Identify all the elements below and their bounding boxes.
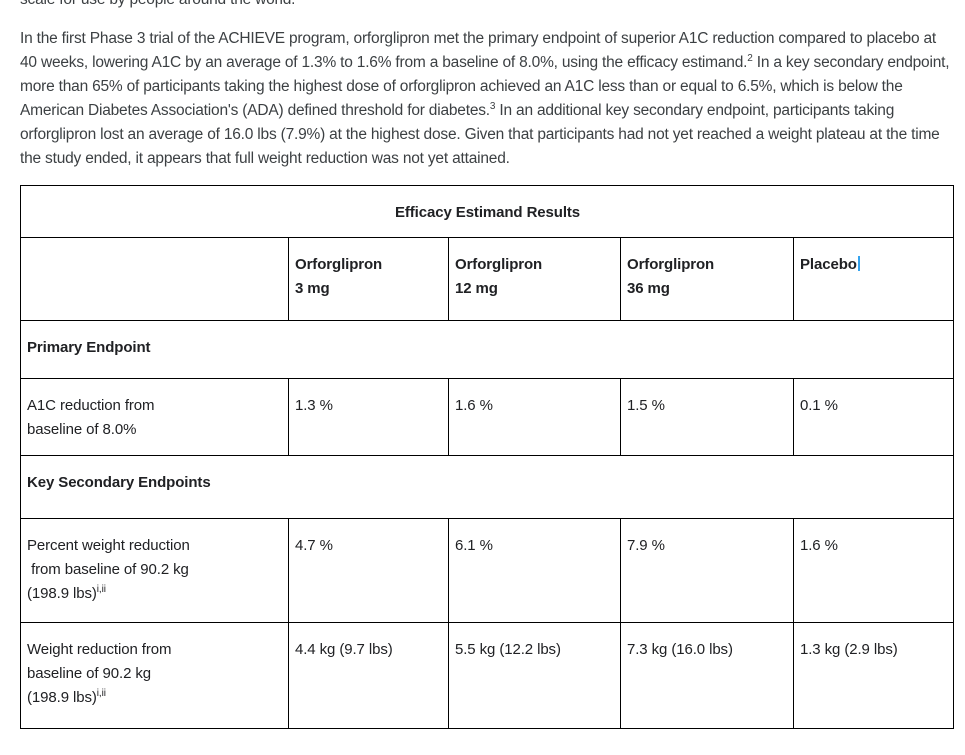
table-title-row: Efficacy Estimand Results [19,185,955,238]
cell-value: 1.5 % [627,397,665,414]
footnote-ref-2: 2 [747,52,753,64]
column-header-label: Orforglipron 36 mg [627,256,715,297]
section-heading-label: Key Secondary Endpoints [27,474,211,491]
table-title: Efficacy Estimand Results [394,204,581,221]
intro-paragraph[interactable]: In the first Phase 3 trial of the ACHIEV… [20,27,953,171]
clipped-paragraph-text: scale for use by people around the world… [20,0,295,9]
section-heading-primary-endpoint[interactable]: Primary Endpoint [19,320,955,379]
footnote-ref-3: 3 [489,100,496,112]
cell-value: 7.3 kg (16.0 lbs) [627,641,733,658]
cell-value: 1.3 % [295,397,333,414]
a1c-value-3mg[interactable]: 1.3 % [288,378,449,456]
a1c-reduction-row: A1C reduction from baseline of 8.0% 1.3 … [20,378,955,456]
percent-weight-value-placebo[interactable]: 1.6 % [792,518,955,623]
a1c-value-36mg[interactable]: 1.5 % [620,378,794,456]
cell-value: 0.1 % [800,397,838,414]
a1c-value-12mg[interactable]: 1.6 % [448,378,621,456]
footnote-ref-i-ii: i,ii [96,584,106,595]
row-label-text: Percent weight reduction from baseline o… [27,537,190,602]
paragraph-text-2: In a key secondary endpoint, more than 6… [20,54,950,119]
weight-reduction-row: Weight reduction from baseline of 90.2 k… [20,622,955,729]
percent-weight-value-3mg[interactable]: 4.7 % [288,518,449,623]
text-cursor [857,256,860,271]
percent-weight-value-12mg[interactable]: 6.1 % [448,518,621,623]
cell-value: 4.7 % [295,537,333,554]
row-label-a1c-reduction[interactable]: A1C reduction from baseline of 8.0% [20,378,289,456]
column-header-placebo[interactable]: Placebo [792,237,955,321]
row-label-text: Weight reduction from baseline of 90.2 k… [27,641,172,706]
section-heading-key-secondary-endpoints[interactable]: Key Secondary Endpoints [19,455,955,519]
primary-endpoint-section-row: Primary Endpoint [19,320,955,379]
efficacy-results-table: Efficacy Estimand Results Orforglipron 3… [19,185,955,729]
cell-value: 1.6 % [800,537,838,554]
percent-weight-reduction-row: Percent weight reduction from baseline o… [20,518,955,623]
cell-value: 5.5 kg (12.2 lbs) [455,641,561,658]
cell-value: 1.3 kg (2.9 lbs) [800,641,898,658]
table-header-row: Orforglipron 3 mg Orforglipron 12 mg Orf… [20,237,955,321]
column-header-orforglipron-12mg[interactable]: Orforglipron 12 mg [448,237,621,321]
paragraph-text-1: In the first Phase 3 trial of the ACHIEV… [20,30,937,71]
weight-value-36mg[interactable]: 7.3 kg (16.0 lbs) [620,622,794,729]
column-header-orforglipron-36mg[interactable]: Orforglipron 36 mg [620,237,794,321]
weight-value-12mg[interactable]: 5.5 kg (12.2 lbs) [448,622,621,729]
column-header-orforglipron-3mg[interactable]: Orforglipron 3 mg [288,237,449,321]
header-empty-cell[interactable] [20,237,289,321]
a1c-value-placebo[interactable]: 0.1 % [792,378,955,456]
section-heading-label: Primary Endpoint [27,339,151,356]
table-title-cell[interactable]: Efficacy Estimand Results [19,185,955,238]
percent-weight-value-36mg[interactable]: 7.9 % [620,518,794,623]
row-label-percent-weight-reduction[interactable]: Percent weight reduction from baseline o… [20,518,289,623]
cell-value: 1.6 % [455,397,493,414]
column-header-label: Placebo [800,256,857,273]
key-secondary-section-row: Key Secondary Endpoints [19,455,955,519]
cell-value: 4.4 kg (9.7 lbs) [295,641,393,658]
weight-value-3mg[interactable]: 4.4 kg (9.7 lbs) [288,622,449,729]
column-header-label: Orforglipron 3 mg [295,256,383,297]
row-label-text: A1C reduction from baseline of 8.0% [27,397,155,438]
footnote-ref-i-ii: i,ii [96,688,106,699]
cell-value: 6.1 % [455,537,493,554]
column-header-label: Orforglipron 12 mg [455,256,543,297]
cell-value: 7.9 % [627,537,665,554]
row-label-weight-reduction[interactable]: Weight reduction from baseline of 90.2 k… [20,622,289,729]
weight-value-placebo[interactable]: 1.3 kg (2.9 lbs) [792,622,955,729]
paragraph-text-3: In an additional key secondary endpoint,… [20,102,940,167]
